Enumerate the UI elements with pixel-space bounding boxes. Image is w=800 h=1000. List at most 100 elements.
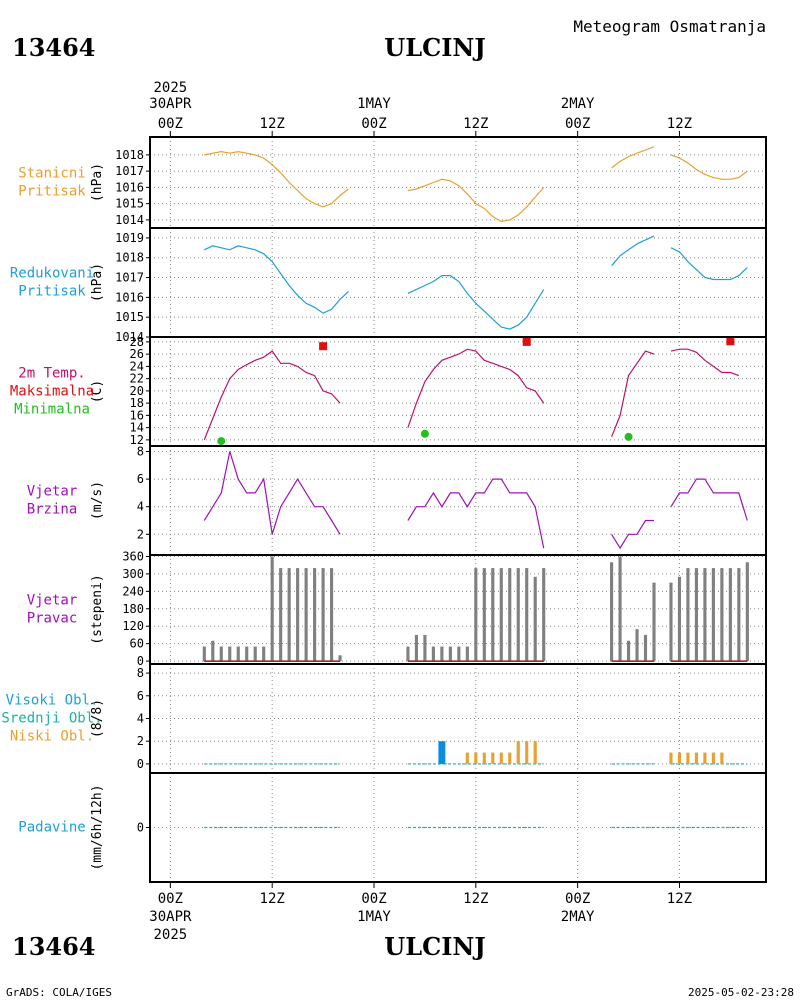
panel-vjetar_pravac: 0 60 120 180 240 300 360 (stepeni) Vjetar Pravac [27, 549, 767, 668]
y-tick-label: 1014 [115, 213, 144, 227]
series-line [203, 451, 341, 535]
meteogram-panels: 1014 1015 1016 1017 1018 (hPa) Stanicni Pritisa… [1, 136, 767, 883]
series-line [407, 275, 545, 330]
series-line [611, 519, 654, 550]
series-line [407, 178, 545, 223]
y-axis-label: (stepeni) [90, 574, 105, 644]
panel-label: Brzina [27, 502, 78, 518]
series-line [204, 245, 349, 314]
bar [686, 752, 690, 764]
panel-label: Stanicni [18, 166, 85, 182]
bar [499, 752, 503, 764]
bar [491, 752, 495, 764]
panel-label: Visoki Obl. [6, 693, 99, 709]
bar [330, 568, 334, 662]
top-axis-hour: 00Z [565, 116, 590, 132]
bar [728, 568, 732, 662]
y-axis-label: (mm/6h/12h) [90, 784, 105, 870]
panel-label: Pravac [27, 611, 78, 627]
series-line [203, 350, 341, 441]
y-tick-label: 6 [137, 689, 144, 703]
panel-plot-area [150, 555, 766, 664]
panel-plot-area [150, 137, 766, 228]
panel-frame [149, 136, 767, 229]
panel-plot-area [150, 773, 766, 882]
y-tick-label: 26 [130, 347, 144, 361]
bar [304, 568, 308, 662]
bar [694, 568, 698, 662]
bar [711, 568, 715, 662]
y-tick-label: 14 [130, 421, 144, 435]
station-name-top: ULCINJ [384, 33, 485, 62]
bottom-axis-hour: 12Z [260, 891, 285, 907]
bottom-time-axis: 00Z 30APR 2025 12Z 00Z 1MAY 12Z 00Z 2MAY 12Z [149, 882, 692, 943]
bar [720, 568, 724, 662]
bar [499, 568, 503, 662]
bottom-axis-hour: 12Z [667, 891, 692, 907]
y-tick-label: 8 [137, 445, 144, 459]
y-tick-label: 28 [130, 335, 144, 349]
series-line [407, 348, 545, 428]
max-temp-marker [726, 337, 735, 346]
panel-oblacnost: 0 2 4 6 8 (8/8)Visoki Obl. Srednji Obl. Niski O… [1, 663, 767, 774]
series-line [204, 150, 349, 208]
bar [287, 568, 291, 662]
bar [610, 562, 614, 662]
bar [525, 741, 529, 764]
bottom-axis-hour: 00Z [361, 891, 386, 907]
bar [745, 562, 749, 662]
y-axis-label: (8/8) [90, 699, 105, 738]
series-line [407, 478, 545, 549]
y-axis-label: (C) [90, 380, 105, 403]
y-axis-label: (hPa) [90, 263, 105, 302]
top-axis-hour: 12Z [667, 116, 692, 132]
y-tick-label: 0 [137, 757, 144, 771]
panel-label: Pritisak [18, 284, 86, 300]
station-id-top: 13464 [12, 33, 96, 62]
footer-timestamp: 2025-05-02-23:28 [688, 986, 794, 999]
y-tick-label: 1017 [115, 271, 144, 285]
bar [516, 568, 520, 662]
bar [431, 646, 435, 662]
bar [474, 568, 478, 662]
bottom-axis-date: 1MAY [357, 909, 391, 925]
panel-frame [149, 336, 767, 447]
bar [737, 568, 741, 662]
bar [669, 752, 673, 764]
bar [677, 576, 682, 662]
bar [525, 568, 529, 662]
panel-frame [149, 772, 767, 883]
bar [643, 634, 648, 662]
bar [542, 568, 546, 662]
top-axis-date: 2MAY [561, 96, 595, 112]
bar [533, 576, 537, 662]
panel-label: Vjetar [27, 484, 78, 500]
y-tick-label: 12 [130, 433, 144, 447]
bar [245, 646, 249, 662]
panel-stanicni: 1014 1015 1016 1017 1018 (hPa) Stanicni Pritisa… [18, 136, 767, 229]
panel-label: Pritisak [18, 184, 86, 200]
bar [313, 568, 317, 662]
y-tick-label: 8 [137, 666, 144, 680]
bar [296, 568, 300, 662]
max-temp-marker [319, 342, 328, 351]
bar [236, 646, 240, 662]
y-tick-label: 0 [137, 654, 144, 668]
min-temp-marker [217, 437, 226, 446]
y-tick-label: 20 [130, 384, 144, 398]
y-tick-label: 1018 [115, 251, 144, 265]
top-axis-hour: 12Z [260, 116, 285, 132]
y-tick-label: 22 [130, 372, 144, 386]
panel-plot-area [150, 664, 766, 773]
panel-label: Maksimalna [10, 384, 94, 400]
bar [694, 752, 698, 764]
top-axis-date: 30APR [149, 96, 192, 112]
bottom-axis-date: 30APR [149, 909, 192, 925]
y-tick-label: 4 [137, 712, 144, 726]
bottom-axis-year: 2025 [154, 927, 188, 943]
y-tick-label: 60 [130, 637, 144, 651]
y-tick-label: 240 [122, 584, 144, 598]
panel-plot-area [150, 337, 766, 446]
panel-plot-area [150, 446, 766, 555]
